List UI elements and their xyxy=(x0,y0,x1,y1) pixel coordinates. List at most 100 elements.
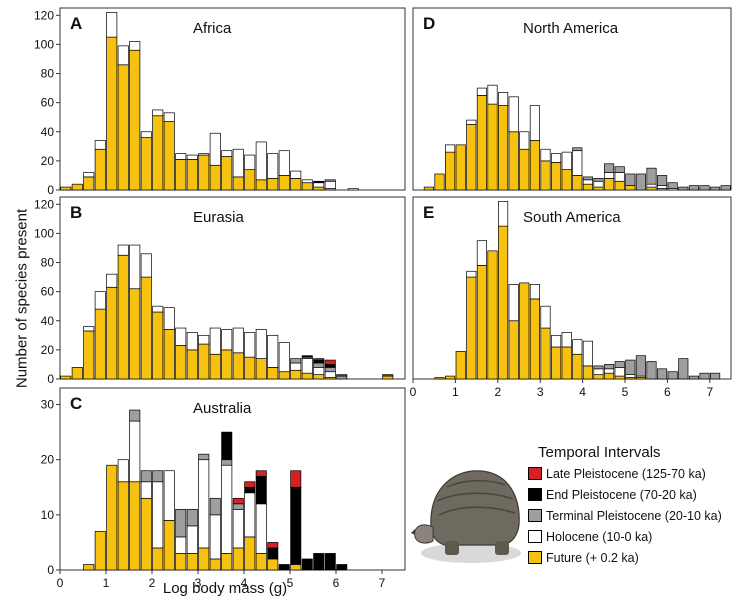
bar-segment xyxy=(445,375,456,380)
panel-letter: C xyxy=(70,394,82,413)
legend-item-future: Future (+ 0.2 ka) xyxy=(528,551,639,565)
x-tick-label: 4 xyxy=(579,385,586,399)
bar-segment xyxy=(498,92,509,106)
bar-segment xyxy=(94,148,106,191)
bar-segment xyxy=(117,459,129,483)
x-tick-label: 0 xyxy=(410,385,417,399)
bar-segment xyxy=(540,305,551,329)
bar-segment xyxy=(445,144,456,153)
bar-segment xyxy=(336,564,348,571)
bar-segment xyxy=(117,64,129,191)
bar-segment xyxy=(244,332,256,358)
bar-segment xyxy=(209,327,221,355)
bar-segment xyxy=(582,179,593,185)
bar-segment xyxy=(604,368,615,374)
bar-segment xyxy=(487,250,498,380)
bar-segment xyxy=(71,183,83,191)
bar-segment xyxy=(209,558,221,571)
bar-segment xyxy=(625,374,636,378)
bar-segment xyxy=(313,374,325,380)
bar-segment xyxy=(290,486,302,565)
bar-segment xyxy=(175,327,187,346)
bar-segment xyxy=(593,374,604,380)
bar-segment xyxy=(445,151,456,191)
bar-segment xyxy=(498,105,509,191)
bar-segment xyxy=(221,464,233,554)
bar-segment xyxy=(198,153,210,156)
panel-title: Africa xyxy=(193,20,232,37)
legend-item-holocene: Holocene (10-0 ka) xyxy=(528,530,652,544)
x-axis-title: Log body mass (g) xyxy=(162,580,288,597)
bar-segment xyxy=(519,148,530,191)
bar-segment xyxy=(278,175,290,191)
bar-segment xyxy=(163,470,175,521)
bar-segment xyxy=(83,330,95,380)
bar-segment xyxy=(614,180,625,191)
bar-segment xyxy=(561,169,572,191)
bar-segment xyxy=(572,175,583,191)
bar-segment xyxy=(710,186,721,191)
bar-segment xyxy=(423,186,434,191)
bar-segment xyxy=(278,150,290,176)
bar-segment xyxy=(290,178,302,191)
x-tick-label: 1 xyxy=(452,385,459,399)
y-tick-label: 40 xyxy=(41,314,55,328)
panel-letter: B xyxy=(70,203,82,222)
bar-segment xyxy=(140,253,152,278)
bar-segment xyxy=(324,371,336,378)
bar-segment xyxy=(163,307,175,330)
legend-swatch xyxy=(528,509,542,522)
bar-segment xyxy=(625,359,636,375)
y-tick-label: 20 xyxy=(41,343,55,357)
bar-segment xyxy=(198,343,210,380)
y-tick-label: 0 xyxy=(47,183,54,197)
bar-segment xyxy=(94,308,106,380)
bar-segment xyxy=(635,173,646,191)
panel-e: 0 1 2 3 4 5 6 7 E South America xyxy=(410,196,732,399)
bar-segment xyxy=(221,349,233,380)
x-tick-label: 6 xyxy=(664,385,671,399)
y-tick-label: 100 xyxy=(34,226,54,240)
bar-segment xyxy=(678,186,689,191)
bar-segment xyxy=(434,173,445,191)
bar-segment xyxy=(593,178,604,182)
x-tick-label: 2 xyxy=(494,385,501,399)
bar-segment xyxy=(175,153,187,160)
bar-segment xyxy=(83,326,95,332)
legend-swatch xyxy=(528,488,542,501)
y-tick-label: 10 xyxy=(41,508,55,522)
bar-segment xyxy=(313,553,325,571)
bar-segment xyxy=(209,497,221,516)
bar-segment xyxy=(198,459,210,549)
bar-segment xyxy=(106,273,118,288)
bar-segment xyxy=(60,186,72,191)
bar-segment xyxy=(186,349,198,380)
bar-segment xyxy=(152,481,164,549)
bar-segment xyxy=(244,536,256,571)
bar-segment xyxy=(604,172,615,179)
bar-segment xyxy=(244,154,256,170)
panel-letter: D xyxy=(423,14,435,33)
bar-segment xyxy=(232,148,244,178)
bar-segment xyxy=(529,298,540,380)
glyptodont-illustration xyxy=(411,470,521,563)
bar-segment xyxy=(476,265,487,380)
bar-segment xyxy=(175,553,187,571)
x-tick-label: 3 xyxy=(537,385,544,399)
bar-segment xyxy=(519,131,530,150)
bar-segment xyxy=(267,178,279,191)
bar-segment xyxy=(163,329,175,380)
y-tick-label: 30 xyxy=(41,398,55,412)
bar-segment xyxy=(476,240,487,266)
bar-segment xyxy=(163,520,175,571)
bar-segment xyxy=(614,172,625,182)
y-tick-label: 0 xyxy=(47,372,54,386)
bar-segment xyxy=(267,558,279,571)
bar-segment xyxy=(221,156,233,191)
bar-segment xyxy=(336,375,348,380)
bar-segment xyxy=(324,179,336,182)
bar-segment xyxy=(657,185,668,189)
bar-segment xyxy=(324,553,336,571)
bar-segment xyxy=(198,453,210,461)
legend-label: Holocene (10-0 ka) xyxy=(546,530,653,544)
